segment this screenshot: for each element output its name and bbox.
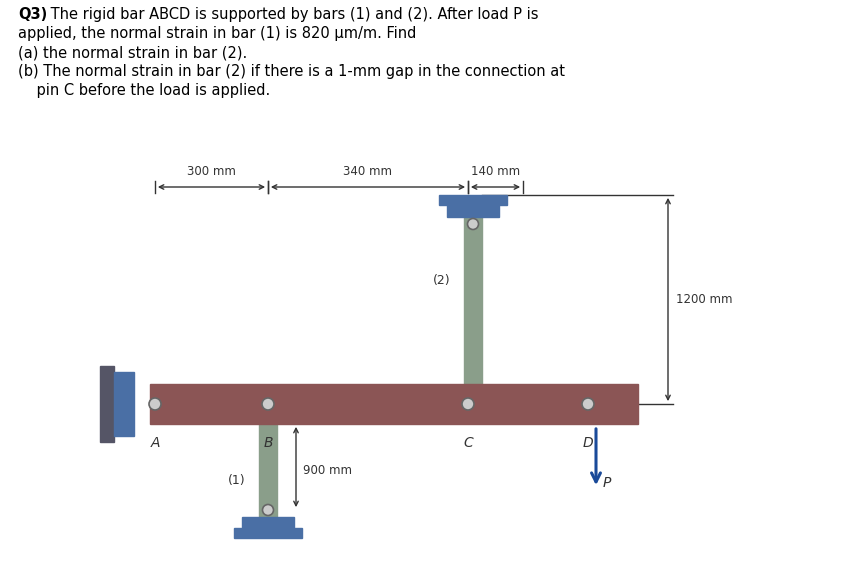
Text: applied, the normal strain in bar (1) is 820 μm/m. Find: applied, the normal strain in bar (1) is…	[18, 26, 416, 41]
Text: pin C before the load is applied.: pin C before the load is applied.	[18, 83, 270, 98]
Bar	[259, 424, 277, 517]
Bar	[150, 384, 638, 424]
Circle shape	[582, 398, 594, 410]
Circle shape	[149, 398, 161, 410]
Text: C: C	[463, 436, 473, 450]
Circle shape	[262, 398, 274, 410]
Text: The rigid bar ABCD is supported by bars (1) and (2). After load P is: The rigid bar ABCD is supported by bars …	[46, 7, 539, 22]
Text: P: P	[603, 476, 611, 490]
Circle shape	[468, 219, 479, 229]
Text: (1): (1)	[229, 474, 246, 487]
Text: B: B	[264, 436, 273, 450]
Text: 300 mm: 300 mm	[187, 165, 236, 178]
Text: 340 mm: 340 mm	[343, 165, 393, 178]
Text: (a) the normal strain in bar (2).: (a) the normal strain in bar (2).	[18, 45, 247, 60]
Bar	[100, 366, 114, 442]
Text: 1200 mm: 1200 mm	[676, 293, 733, 306]
Circle shape	[462, 398, 474, 410]
Text: (b) The normal strain in bar (2) if there is a 1-mm gap in the connection at: (b) The normal strain in bar (2) if ther…	[18, 64, 565, 79]
Text: D: D	[583, 436, 593, 450]
Text: (2): (2)	[434, 274, 451, 287]
Bar	[447, 205, 499, 217]
Text: Q3): Q3)	[18, 7, 48, 22]
Text: A: A	[150, 436, 160, 450]
Bar	[234, 528, 302, 538]
Text: 140 mm: 140 mm	[471, 165, 520, 178]
Circle shape	[263, 505, 274, 515]
Bar	[464, 217, 482, 384]
Bar	[242, 517, 294, 529]
Bar	[114, 372, 134, 436]
Text: 900 mm: 900 mm	[303, 464, 352, 477]
Bar	[439, 195, 507, 205]
